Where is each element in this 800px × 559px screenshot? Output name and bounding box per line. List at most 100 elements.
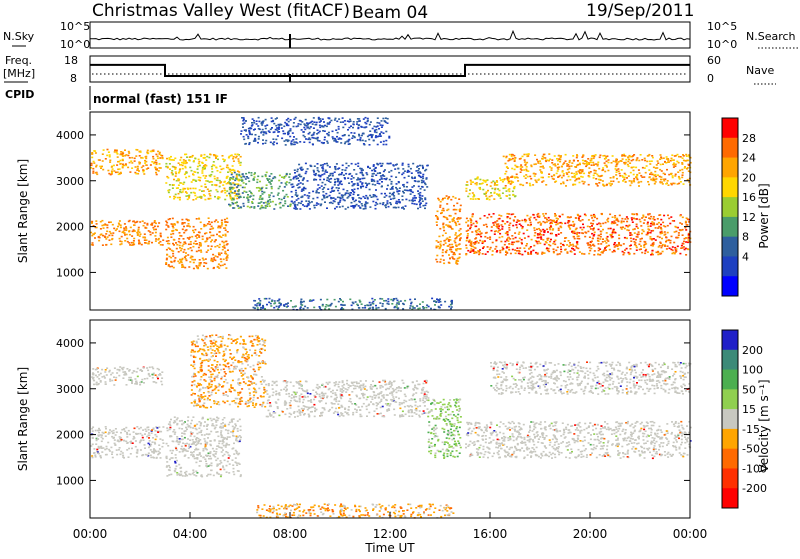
- echo-cell: [398, 181, 400, 183]
- echo-cell: [200, 443, 202, 445]
- echo-cell: [183, 226, 185, 228]
- echo-cell: [436, 301, 438, 303]
- echo-cell: [107, 170, 109, 172]
- echo-cell: [529, 185, 531, 187]
- echo-cell: [137, 368, 139, 370]
- echo-cell: [337, 168, 339, 170]
- echo-cell: [664, 234, 666, 236]
- echo-cell: [92, 373, 94, 375]
- echo-cell: [678, 176, 680, 178]
- echo-cell: [203, 194, 205, 196]
- echo-cell: [300, 203, 302, 205]
- echo-cell: [196, 472, 198, 474]
- echo-cell: [177, 221, 179, 223]
- echo-cell: [92, 444, 94, 446]
- echo-cell: [96, 440, 98, 442]
- echo-cell: [337, 197, 339, 199]
- echo-cell: [381, 126, 383, 128]
- echo-cell: [571, 165, 573, 167]
- echo-cell: [285, 175, 287, 177]
- echo-cell: [176, 419, 178, 421]
- echo-cell: [330, 181, 332, 183]
- echo-cell: [626, 216, 628, 218]
- echo-cell: [334, 166, 336, 168]
- echo-cell: [496, 250, 498, 252]
- echo-cell: [339, 193, 341, 195]
- echo-cell: [546, 229, 548, 231]
- echo-cell: [458, 224, 460, 226]
- echo-cell: [597, 162, 599, 164]
- echo-cell: [126, 384, 128, 386]
- echo-cell: [107, 149, 109, 151]
- echo-cell: [335, 118, 337, 120]
- echo-cell: [571, 176, 573, 178]
- echo-cell: [576, 241, 578, 243]
- echo-cell: [221, 222, 223, 224]
- echo-cell: [201, 190, 203, 192]
- echo-cell: [100, 373, 102, 375]
- nsky-tick-bottom: 10^0: [60, 38, 90, 51]
- echo-cell: [203, 226, 205, 228]
- echo-cell: [593, 164, 595, 166]
- echo-cell: [93, 161, 95, 163]
- echo-cell: [398, 193, 400, 195]
- echo-cell: [575, 246, 577, 248]
- echo-cell: [224, 219, 226, 221]
- echo-cell: [182, 229, 184, 231]
- echo-cell: [233, 443, 235, 445]
- echo-cell: [391, 303, 393, 305]
- echo-cell: [437, 211, 439, 213]
- echo-cell: [191, 156, 193, 158]
- echo-cell: [361, 203, 363, 205]
- echo-cell: [433, 301, 435, 303]
- echo-cell: [576, 165, 578, 167]
- echo-cell: [339, 206, 341, 208]
- echo-cell: [684, 249, 686, 251]
- echo-cell: [153, 150, 155, 152]
- echo-cell: [519, 251, 521, 253]
- echo-cell: [223, 259, 225, 261]
- echo-cell: [102, 432, 104, 434]
- echo-cell: [473, 223, 475, 225]
- echo-cell: [95, 220, 97, 222]
- echo-cell: [580, 169, 582, 171]
- echo-cell: [367, 120, 369, 122]
- echo-cell: [351, 175, 353, 177]
- echo-cell: [224, 159, 226, 161]
- echo-cell: [328, 178, 330, 180]
- echo-cell: [297, 198, 299, 200]
- echo-cell: [380, 124, 382, 126]
- echo-cell: [612, 155, 614, 157]
- echo-cell: [339, 181, 341, 183]
- echo-cell: [506, 178, 508, 180]
- echo-cell: [253, 120, 255, 122]
- echo-cell: [290, 179, 292, 181]
- echo-cell: [665, 236, 667, 238]
- echo-cell: [366, 185, 368, 187]
- echo-cell: [554, 155, 556, 157]
- echo-cell: [460, 205, 462, 207]
- echo-cell: [560, 232, 562, 234]
- echo-cell: [538, 179, 540, 181]
- echo-cell: [271, 117, 273, 119]
- echo-cell: [96, 174, 98, 176]
- echo-cell: [105, 369, 107, 371]
- echo-cell: [182, 475, 184, 477]
- echo-cell: [203, 175, 205, 177]
- echo-cell: [572, 221, 574, 223]
- echo-cell: [326, 126, 328, 128]
- echo-cell: [542, 221, 544, 223]
- echo-cell: [650, 172, 652, 174]
- echo-cell: [651, 250, 653, 252]
- echo-cell: [479, 240, 481, 242]
- echo-cell: [644, 253, 646, 255]
- echo-cell: [313, 307, 315, 309]
- echo-cell: [474, 243, 476, 245]
- echo-cell: [472, 192, 474, 194]
- echo-cell: [300, 124, 302, 126]
- echo-cell: [588, 167, 590, 169]
- echo-cell: [497, 188, 499, 190]
- echo-cell: [482, 189, 484, 191]
- echo-cell: [660, 219, 662, 221]
- echo-cell: [121, 243, 123, 245]
